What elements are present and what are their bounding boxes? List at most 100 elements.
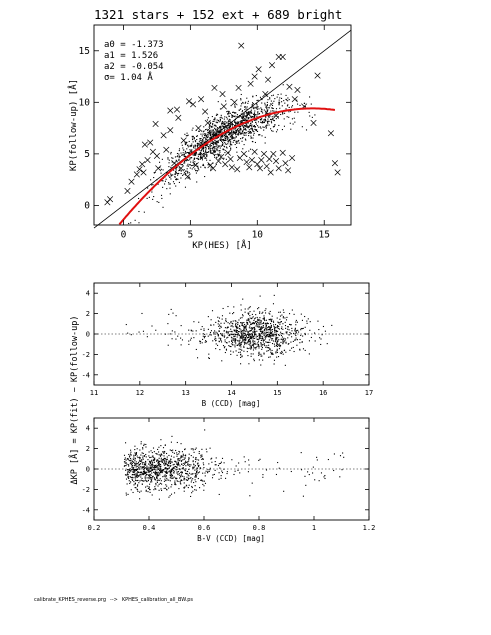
data-point	[130, 334, 132, 336]
data-point	[246, 116, 248, 118]
data-point	[203, 137, 205, 139]
data-point	[249, 124, 251, 126]
data-point	[235, 320, 237, 322]
data-point	[235, 130, 238, 132]
data-point	[264, 116, 267, 118]
data-point	[252, 331, 254, 333]
data-point	[184, 150, 187, 152]
data-point	[298, 331, 300, 333]
data-point	[192, 127, 194, 129]
data-point	[245, 120, 247, 122]
data-point	[272, 335, 274, 337]
data-point	[245, 338, 247, 340]
data-point	[304, 475, 306, 477]
data-point	[197, 158, 199, 161]
data-point	[248, 459, 250, 461]
data-point	[217, 145, 219, 147]
data-point	[207, 136, 209, 138]
data-point	[206, 137, 209, 139]
data-point	[243, 133, 245, 135]
data-point	[191, 143, 193, 145]
data-point	[225, 132, 227, 135]
data-point	[237, 331, 239, 333]
data-point	[259, 335, 261, 337]
arrow: -->	[110, 597, 118, 603]
data-point	[252, 129, 254, 131]
data-point	[285, 341, 287, 343]
data-point	[128, 458, 130, 460]
data-point	[128, 459, 130, 462]
data-point	[215, 321, 217, 323]
data-point	[253, 335, 255, 337]
data-point	[202, 137, 204, 139]
data-point	[230, 98, 232, 101]
data-point	[253, 319, 255, 322]
data-point	[225, 330, 228, 332]
data-point	[215, 343, 217, 345]
data-point	[144, 455, 146, 457]
data-point	[261, 108, 263, 110]
data-point	[243, 322, 245, 324]
data-point	[194, 469, 196, 471]
data-point	[247, 117, 249, 119]
data-point	[215, 130, 217, 132]
data-point	[163, 457, 165, 460]
data-point	[194, 144, 196, 146]
data-point	[256, 106, 258, 108]
data-point	[198, 452, 200, 455]
data-point	[237, 323, 239, 326]
data-point	[272, 102, 274, 104]
data-point	[226, 132, 228, 134]
data-point	[266, 113, 268, 115]
data-point	[290, 341, 292, 343]
data-point	[224, 339, 226, 341]
data-point	[146, 485, 148, 487]
data-point	[187, 146, 189, 148]
data-point	[232, 141, 234, 143]
data-point	[226, 327, 228, 329]
data-point	[287, 326, 289, 328]
data-point	[223, 330, 225, 332]
data-point	[219, 108, 222, 110]
data-point	[193, 467, 195, 469]
data-point	[187, 172, 189, 174]
data-point	[212, 122, 214, 125]
data-point	[189, 167, 191, 169]
data-point	[213, 141, 215, 143]
data-point	[279, 344, 281, 346]
data-point	[156, 473, 158, 475]
data-point	[273, 115, 275, 117]
data-point	[244, 105, 246, 108]
data-point	[229, 139, 231, 141]
data-point	[285, 98, 287, 100]
y-tick-label: -4	[82, 371, 90, 379]
data-point	[181, 472, 183, 474]
data-point	[207, 164, 209, 166]
data-point	[276, 337, 278, 340]
data-point	[188, 343, 190, 345]
data-point	[264, 345, 266, 347]
data-point	[249, 321, 251, 323]
data-point	[138, 467, 140, 469]
data-point	[234, 105, 236, 107]
data-point	[215, 144, 217, 146]
data-point	[210, 324, 212, 326]
data-point	[247, 125, 249, 127]
data-point	[260, 342, 262, 344]
data-point	[263, 109, 265, 111]
data-point	[262, 474, 264, 476]
data-point	[174, 156, 176, 158]
data-point	[195, 170, 197, 172]
data-point	[216, 113, 218, 115]
data-point	[250, 137, 252, 139]
data-point	[254, 333, 256, 335]
x-tick-label: 11	[90, 389, 98, 397]
data-point	[224, 141, 226, 143]
data-point	[194, 145, 196, 147]
data-point	[213, 151, 215, 153]
data-point	[184, 144, 187, 146]
data-point	[265, 120, 267, 122]
data-point	[161, 197, 163, 200]
